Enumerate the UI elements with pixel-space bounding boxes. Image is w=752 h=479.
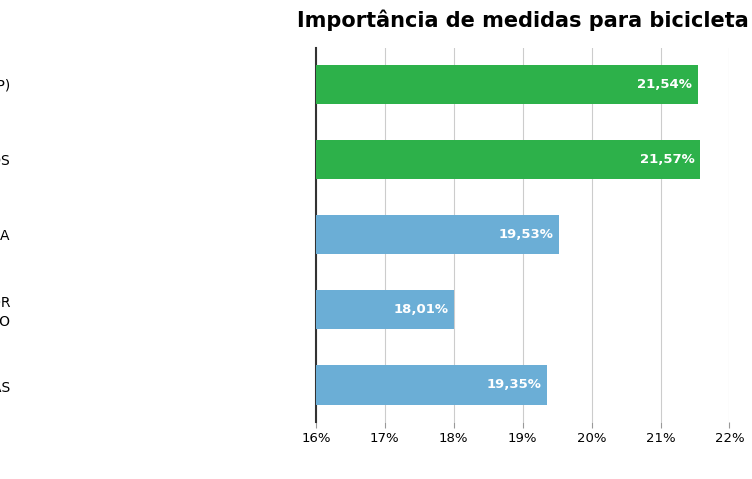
Text: 19,53%: 19,53% xyxy=(499,228,553,241)
Text: 21,54%: 21,54% xyxy=(638,78,692,91)
Text: 21,57%: 21,57% xyxy=(639,153,694,166)
Text: 19,35%: 19,35% xyxy=(487,378,541,391)
Bar xyxy=(316,65,698,104)
Text: 18,01%: 18,01% xyxy=(394,303,449,316)
Title: Importância de medidas para bicicleta: Importância de medidas para bicicleta xyxy=(297,10,748,31)
Bar xyxy=(316,365,547,405)
Bar xyxy=(316,140,700,179)
Bar xyxy=(316,290,454,330)
Bar xyxy=(316,215,559,254)
